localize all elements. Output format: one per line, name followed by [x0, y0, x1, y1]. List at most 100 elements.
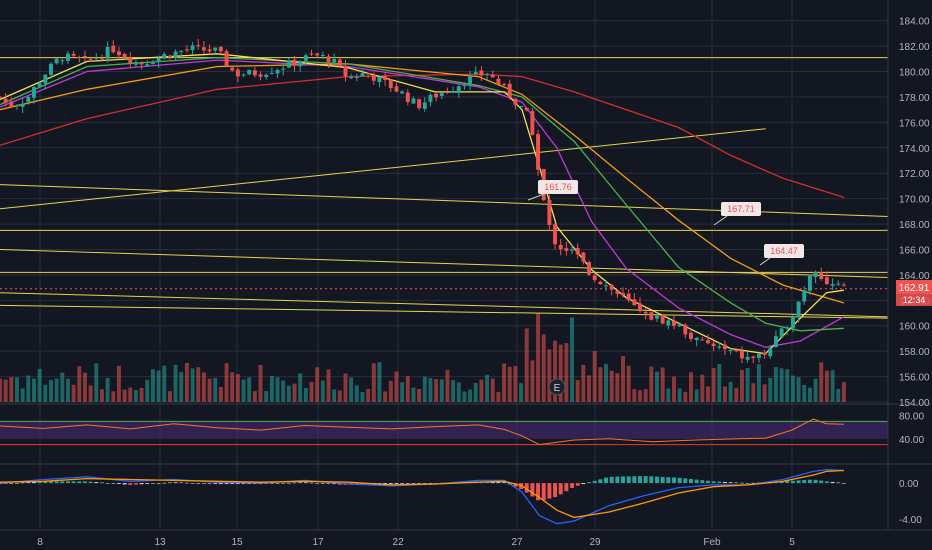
candle-body[interactable]	[315, 53, 320, 56]
candle-body[interactable]	[60, 60, 65, 62]
trend-line[interactable]	[0, 128, 766, 210]
candle-body[interactable]	[762, 352, 767, 355]
candle-body[interactable]	[133, 62, 138, 65]
candle-body[interactable]	[819, 272, 824, 279]
rsi-pane[interactable]: 80.00 40.00	[0, 403, 932, 446]
candle-body[interactable]	[394, 86, 399, 92]
candle-body[interactable]	[281, 68, 286, 70]
candle-body[interactable]	[745, 356, 750, 360]
candle-body[interactable]	[717, 346, 722, 348]
candle-body[interactable]	[417, 99, 422, 109]
candle-body[interactable]	[77, 57, 82, 59]
candle-body[interactable]	[43, 74, 48, 84]
candle-body[interactable]	[592, 275, 597, 281]
candle-body[interactable]	[247, 69, 252, 75]
candle-body[interactable]	[388, 79, 393, 89]
candle-body[interactable]	[309, 53, 314, 55]
candle-body[interactable]	[71, 53, 76, 56]
candle-body[interactable]	[468, 75, 473, 86]
candle-body[interactable]	[286, 60, 291, 68]
candle-body[interactable]	[434, 93, 439, 98]
candle-body[interactable]	[830, 284, 835, 286]
candle-body[interactable]	[184, 49, 189, 51]
candle-body[interactable]	[371, 75, 376, 81]
candle-body[interactable]	[20, 103, 25, 107]
candle-body[interactable]	[479, 70, 484, 76]
candle-body[interactable]	[354, 77, 359, 79]
candle-body[interactable]	[26, 96, 31, 102]
candle-body[interactable]	[660, 314, 665, 324]
candle-body[interactable]	[32, 87, 36, 98]
candle-body[interactable]	[343, 66, 348, 77]
candle-body[interactable]	[841, 284, 846, 286]
candle-body[interactable]	[756, 353, 761, 358]
candle-body[interactable]	[3, 98, 8, 103]
candle-body[interactable]	[553, 224, 558, 245]
candle-body[interactable]	[275, 69, 280, 74]
candle-body[interactable]	[252, 70, 257, 76]
candle-body[interactable]	[451, 91, 456, 93]
candle-body[interactable]	[638, 303, 642, 312]
candle-body[interactable]	[179, 50, 184, 52]
candle-body[interactable]	[201, 47, 206, 51]
candle-body[interactable]	[485, 73, 490, 75]
candle-body[interactable]	[213, 47, 218, 51]
candle-body[interactable]	[807, 275, 812, 291]
candle-body[interactable]	[224, 51, 229, 66]
trend-line[interactable]	[0, 248, 889, 278]
candle-body[interactable]	[575, 248, 580, 255]
candle-body[interactable]	[456, 86, 461, 94]
candle-body[interactable]	[235, 69, 240, 77]
candle-body[interactable]	[337, 59, 342, 66]
candle-body[interactable]	[145, 64, 150, 67]
earnings-marker[interactable]	[548, 378, 566, 396]
candle-body[interactable]	[473, 72, 478, 75]
price-axis[interactable]: 184.00 182.00 180.00 178.00 176.00 174.00 172.…	[887, 0, 930, 530]
candle-body[interactable]	[150, 62, 155, 65]
candle-body[interactable]	[700, 339, 705, 341]
candle-body[interactable]	[519, 106, 524, 108]
candle-body[interactable]	[173, 51, 178, 58]
candle-body[interactable]	[706, 340, 710, 344]
candle-body[interactable]	[790, 316, 795, 329]
candle-body[interactable]	[405, 92, 410, 102]
candle-body[interactable]	[666, 320, 671, 326]
candle-body[interactable]	[422, 102, 427, 109]
candle-body[interactable]	[139, 63, 144, 65]
candle-body[interactable]	[564, 248, 569, 251]
candle-body[interactable]	[105, 46, 110, 59]
candle-body[interactable]	[88, 58, 93, 60]
candle-body[interactable]	[303, 55, 308, 61]
candle-body[interactable]	[207, 49, 212, 52]
candle-body[interactable]	[524, 107, 529, 111]
candle-body[interactable]	[360, 72, 365, 77]
candle-body[interactable]	[655, 315, 659, 319]
candle-body[interactable]	[445, 92, 450, 94]
candle-body[interactable]	[728, 350, 733, 352]
candle-body[interactable]	[218, 46, 223, 52]
candle-body[interactable]	[9, 101, 14, 107]
price-callouts[interactable]: 161.76 167.71 164.47	[527, 180, 804, 266]
candle-body[interactable]	[428, 94, 433, 102]
candle-body[interactable]	[536, 134, 541, 170]
candle-body[interactable]	[824, 277, 829, 285]
callout-box[interactable]	[721, 202, 761, 216]
candle-body[interactable]	[649, 312, 654, 320]
candle-body[interactable]	[298, 61, 303, 67]
trend-line[interactable]	[0, 292, 889, 318]
candle-body[interactable]	[82, 56, 87, 58]
candle-body[interactable]	[672, 320, 676, 326]
candle-body[interactable]	[65, 53, 70, 61]
candle-body[interactable]	[116, 51, 121, 56]
candle-body[interactable]	[349, 76, 354, 79]
candle-body[interactable]	[0, 96, 2, 98]
time-axis[interactable]: 8 13 15 17 22 27 29 Feb 5	[0, 529, 932, 548]
candle-body[interactable]	[836, 283, 841, 285]
candle-body[interactable]	[621, 293, 625, 296]
candle-body[interactable]	[99, 58, 104, 60]
candle-body[interactable]	[609, 284, 614, 290]
candle-body[interactable]	[326, 56, 331, 63]
candle-body[interactable]	[49, 63, 53, 75]
macd-pane[interactable]: 0.00 -4.00	[0, 463, 932, 526]
